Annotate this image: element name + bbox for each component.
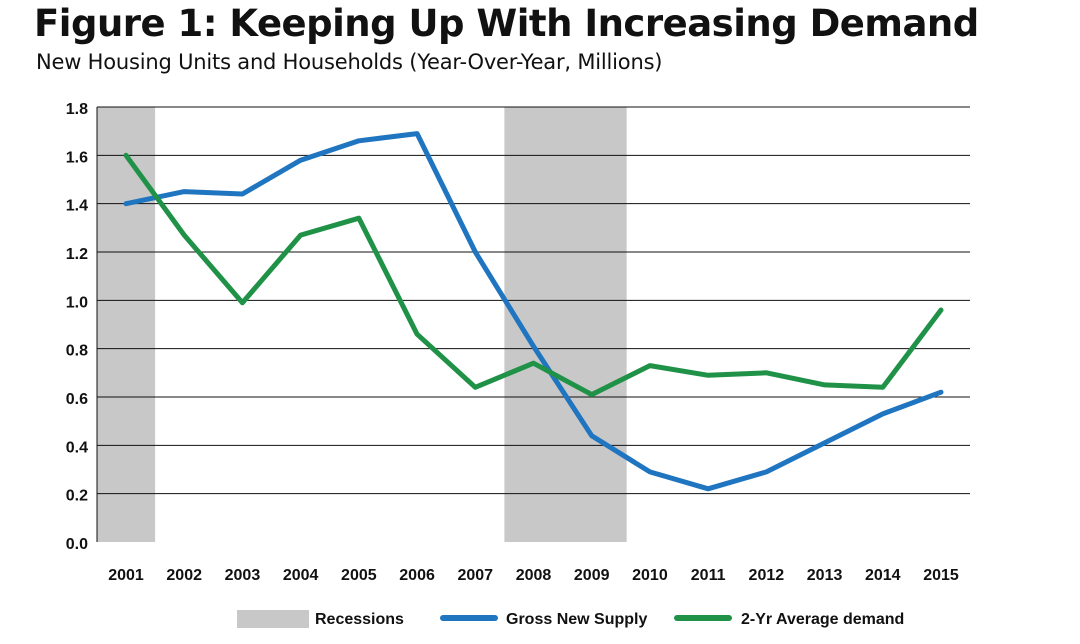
y-tick-label: 0.8 (66, 343, 88, 360)
y-tick-label: 1.6 (66, 149, 88, 166)
legend-label-gross-new-supply: Gross New Supply (506, 611, 647, 628)
x-tick-label: 2004 (283, 567, 319, 584)
legend-label-recessions: Recessions (315, 611, 404, 628)
y-tick-label: 1.4 (66, 198, 88, 215)
y-tick-label: 0.0 (66, 536, 88, 553)
x-tick-label: 2010 (632, 567, 668, 584)
series-line-gross-new-supply (123, 131, 944, 492)
x-tick-label: 2002 (166, 567, 202, 584)
y-tick-label: 0.2 (66, 488, 88, 505)
x-tick-label: 2008 (516, 567, 552, 584)
x-tick-label: 2003 (225, 567, 261, 584)
x-tick-label: 2006 (399, 567, 435, 584)
x-tick-label: 2015 (923, 567, 959, 584)
y-tick-label: 1.2 (66, 246, 88, 263)
chart-title: Figure 1: Keeping Up With Increasing Dem… (34, 2, 979, 45)
x-tick-label: 2007 (457, 567, 493, 584)
x-tick-label: 2011 (691, 567, 726, 584)
recession-band (96, 107, 156, 542)
recession-band (504, 107, 627, 542)
legend-label-2-yr-average-demand: 2-Yr Average demand (741, 611, 904, 628)
x-tick-label: 2005 (341, 567, 377, 584)
chart-subtitle: New Housing Units and Households (Year-O… (36, 50, 663, 74)
y-tick-label: 1.0 (66, 294, 88, 311)
y-tick-label: 0.4 (66, 439, 88, 456)
x-tick-label: 2009 (574, 567, 610, 584)
y-tick-label: 1.8 (66, 101, 88, 118)
legend-swatch-recessions (237, 610, 309, 628)
x-tick-label: 2012 (749, 567, 785, 584)
x-tick-label: 2001 (108, 567, 144, 584)
x-tick-label: 2014 (865, 567, 901, 584)
x-tick-label: 2013 (807, 567, 843, 584)
series-line-2-yr-average-demand (123, 152, 944, 398)
y-tick-label: 0.6 (66, 391, 88, 408)
